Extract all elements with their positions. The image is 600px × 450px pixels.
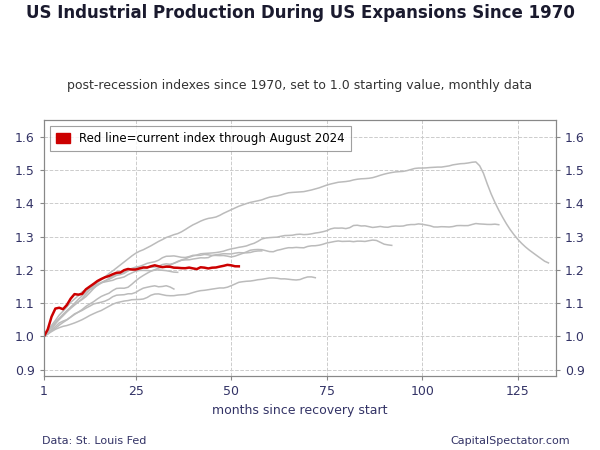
Text: Data: St. Louis Fed: Data: St. Louis Fed [42,436,146,446]
Legend: Red line=current index through August 2024: Red line=current index through August 20… [50,126,351,151]
X-axis label: months since recovery start: months since recovery start [212,404,388,417]
Title: post-recession indexes since 1970, set to 1.0 starting value, monthly data: post-recession indexes since 1970, set t… [67,80,533,93]
Text: CapitalSpectator.com: CapitalSpectator.com [451,436,570,446]
Text: US Industrial Production During US Expansions Since 1970: US Industrial Production During US Expan… [26,4,574,22]
